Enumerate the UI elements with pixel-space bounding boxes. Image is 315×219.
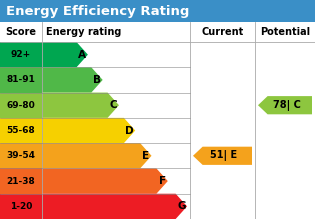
Polygon shape [193,147,252,165]
Polygon shape [42,194,187,219]
Polygon shape [42,93,119,118]
Bar [0,194,42,219]
Polygon shape [42,168,168,194]
Text: 69-80: 69-80 [7,101,35,110]
Bar [0,42,42,67]
Text: 1-20: 1-20 [10,202,32,211]
Text: 92+: 92+ [11,50,31,59]
Text: A: A [78,50,86,60]
Polygon shape [42,67,103,93]
Text: C: C [109,100,117,110]
Text: E: E [142,151,149,161]
Bar [0,118,42,143]
Text: 81-91: 81-91 [7,75,35,85]
Text: Potential: Potential [260,27,310,37]
Polygon shape [42,42,88,67]
Bar [0,143,42,168]
Polygon shape [258,96,312,114]
Text: G: G [177,201,186,211]
Text: B: B [93,75,101,85]
Text: Energy Efficiency Rating: Energy Efficiency Rating [6,5,189,18]
Text: 55-68: 55-68 [7,126,35,135]
Text: Current: Current [201,27,243,37]
Text: 39-54: 39-54 [7,151,36,160]
Text: 21-38: 21-38 [7,177,35,185]
Polygon shape [42,143,152,168]
Bar [0,0,315,22]
Text: F: F [158,176,166,186]
Text: 51| E: 51| E [210,150,238,161]
Text: Energy rating: Energy rating [46,27,121,37]
Text: Score: Score [5,27,37,37]
Bar [0,168,42,194]
Bar [0,93,42,118]
Bar [0,22,315,42]
Text: D: D [125,125,134,136]
Text: 78| C: 78| C [272,100,301,111]
Bar [0,22,315,219]
Bar [0,67,42,93]
Polygon shape [42,118,135,143]
